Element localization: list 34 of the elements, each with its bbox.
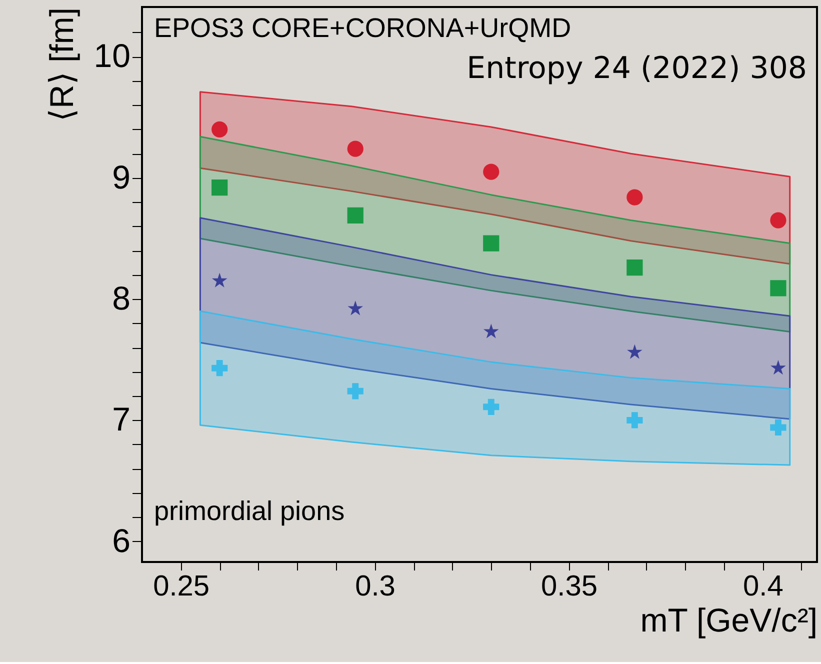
point xyxy=(483,235,500,252)
point xyxy=(627,344,642,359)
point xyxy=(770,360,786,375)
point xyxy=(770,212,786,228)
y-tick-label: 9 xyxy=(112,158,130,196)
point xyxy=(212,272,228,288)
point xyxy=(483,164,500,180)
point xyxy=(348,300,364,316)
point xyxy=(626,412,643,428)
x-axis-title: mT [GeV/c²] xyxy=(640,602,818,638)
y-tick-label: 10 xyxy=(94,37,130,74)
y-axis-title: ⟨R⟩ [fm] xyxy=(42,8,80,122)
annotation: primordial pions xyxy=(154,496,345,526)
y-tick-label: 8 xyxy=(112,280,130,317)
point xyxy=(626,259,643,276)
point xyxy=(483,324,499,338)
x-tick-label: 0.3 xyxy=(355,570,396,602)
point xyxy=(483,398,500,415)
point xyxy=(347,207,364,224)
point xyxy=(626,189,643,206)
point xyxy=(212,121,228,138)
y-tick-label: 7 xyxy=(112,400,130,438)
point xyxy=(347,383,364,400)
point xyxy=(770,280,786,296)
x-tick-label: 0.35 xyxy=(541,570,598,602)
point xyxy=(212,360,228,376)
point xyxy=(347,140,364,157)
annotation: EPOS3 CORE+CORONA+UrQMD xyxy=(154,13,572,43)
x-tick-label: 0.25 xyxy=(153,570,210,602)
point xyxy=(212,179,228,196)
y-tick-label: 6 xyxy=(112,522,130,559)
point xyxy=(770,419,786,436)
x-tick-label: 0.4 xyxy=(743,570,784,602)
annotation: Entropy 24 (2022) 308 xyxy=(466,51,807,86)
